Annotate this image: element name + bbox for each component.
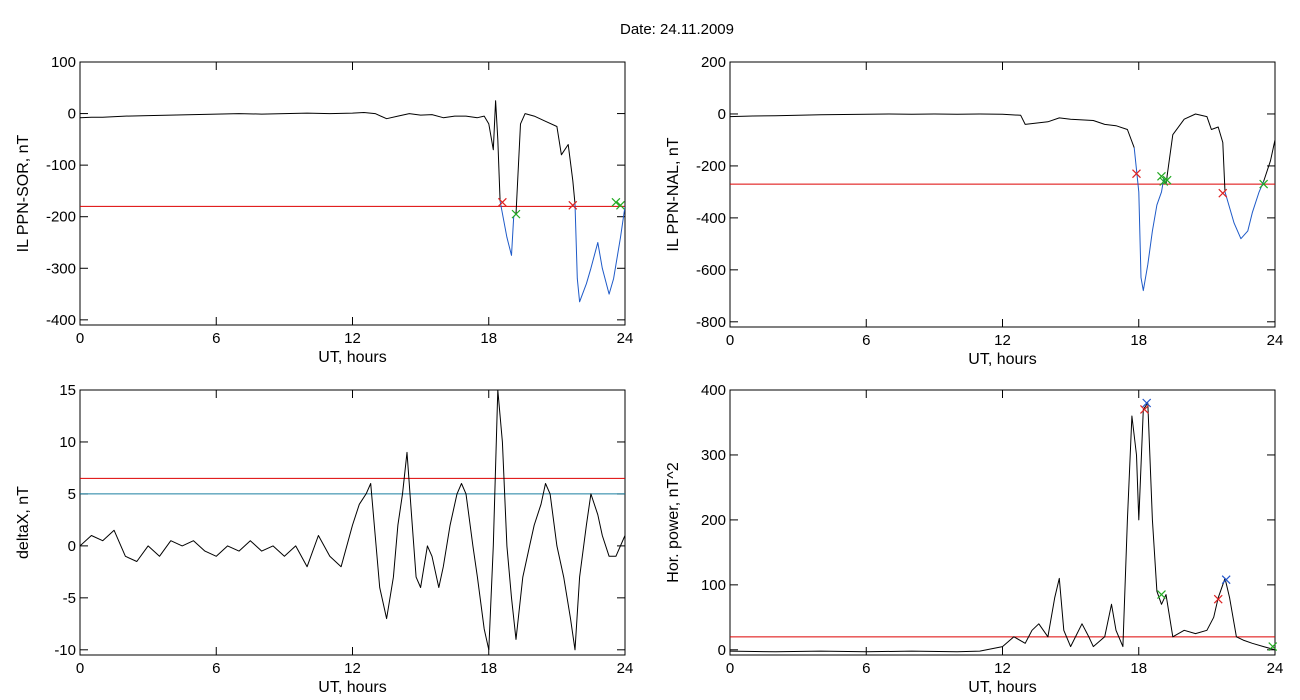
y-tick-label: 100 — [701, 577, 726, 594]
event-marker — [1218, 188, 1228, 198]
series-line — [515, 113, 576, 215]
series-line — [1263, 139, 1275, 182]
chart-ppn-sor: 0 6 12 18 24 -400 -300 -200 -100 0 100 UT, hours IL … — [15, 54, 633, 366]
y-tick-label: 400 — [701, 382, 726, 399]
series-line — [499, 201, 517, 256]
event-marker — [1140, 405, 1149, 414]
y-tick-label: -400 — [696, 210, 726, 227]
x-tick-label: 0 — [76, 330, 84, 347]
x-tick-label: 24 — [617, 660, 634, 677]
x-tick-label: 18 — [1130, 332, 1147, 349]
series-line — [80, 390, 625, 651]
x-tick-label: 24 — [1267, 660, 1284, 677]
event-marker — [497, 197, 507, 207]
plot-frame — [79, 61, 626, 326]
x-tick-label: 6 — [212, 330, 220, 347]
y-tick-label: -200 — [46, 209, 76, 226]
y-tick-label: -600 — [696, 262, 726, 279]
event-marker — [1142, 398, 1152, 408]
event-marker — [568, 200, 578, 210]
y-tick-label: 100 — [51, 54, 76, 71]
series-line — [1224, 181, 1265, 240]
x-tick-label: 0 — [726, 660, 734, 677]
x-tick-label: 18 — [480, 330, 497, 347]
series-line — [1133, 147, 1167, 292]
event-marker — [1157, 590, 1166, 600]
x-tick-label: 12 — [994, 660, 1011, 677]
series-line — [730, 402, 1275, 653]
y-tick-label: 0 — [68, 538, 76, 555]
x-tick-label: 6 — [212, 660, 220, 677]
x-tick-label: 18 — [480, 660, 497, 677]
plot-frame — [729, 389, 1276, 656]
y-tick-label: -10 — [54, 642, 76, 659]
event-marker — [1132, 169, 1141, 179]
y-tick-label: -5 — [63, 590, 76, 607]
x-tick-label: 0 — [726, 332, 734, 349]
x-tick-label: 24 — [617, 330, 634, 347]
series-line — [80, 100, 501, 202]
x-axis-title: UT, hours — [968, 351, 1036, 368]
event-marker — [1157, 171, 1166, 181]
y-tick-label: -100 — [46, 157, 76, 174]
plot-frame — [729, 61, 1276, 328]
y-tick-label: 15 — [59, 382, 76, 399]
series-line — [1165, 113, 1226, 192]
event-marker — [1213, 594, 1223, 604]
event-marker — [1162, 175, 1172, 185]
y-tick-label: -800 — [696, 314, 726, 331]
x-tick-label: 0 — [76, 660, 84, 677]
plot-frame — [79, 389, 626, 656]
y-axis-title: IL PPN-SOR, nT — [15, 134, 32, 252]
y-axis-title: Hor. power, nT^2 — [665, 462, 682, 583]
event-marker — [1259, 179, 1269, 189]
y-tick-label: -400 — [46, 312, 76, 329]
y-tick-label: 5 — [68, 486, 76, 503]
y-axis-title: IL PPN-NAL, nT — [665, 137, 682, 251]
x-tick-label: 12 — [344, 660, 361, 677]
event-marker — [1268, 642, 1278, 651]
y-tick-label: 200 — [701, 512, 726, 529]
y-axis-title: deltaX, nT — [15, 486, 32, 559]
y-tick-label: 10 — [59, 434, 76, 451]
x-tick-label: 12 — [344, 330, 361, 347]
chart-deltax: 0 6 12 18 24 -10 -5 0 5 10 15 UT, hours deltaX, nT — [15, 382, 633, 696]
series-line — [574, 203, 625, 303]
x-axis-title: UT, hours — [318, 679, 386, 696]
y-tick-label: 0 — [68, 106, 76, 123]
x-tick-label: 6 — [862, 660, 870, 677]
y-tick-label: 0 — [718, 642, 726, 659]
chart-ppn-nal: 0 6 12 18 24 -800 -600 -400 -200 0 200 UT, hours IL … — [665, 54, 1283, 368]
series-line — [730, 113, 1135, 148]
x-axis-title: UT, hours — [968, 679, 1036, 696]
y-tick-label: -200 — [696, 158, 726, 175]
event-marker — [1221, 575, 1231, 585]
event-marker — [611, 197, 621, 207]
y-tick-label: 300 — [701, 447, 726, 464]
x-tick-label: 18 — [1130, 660, 1147, 677]
y-tick-label: -300 — [46, 260, 76, 277]
figure-title: Date: 24.11.2009 — [620, 21, 734, 38]
x-axis-title: UT, hours — [318, 349, 386, 366]
x-tick-label: 6 — [862, 332, 870, 349]
y-tick-label: 200 — [701, 54, 726, 71]
x-tick-label: 24 — [1267, 332, 1284, 349]
y-tick-label: 0 — [718, 106, 726, 123]
x-tick-label: 12 — [994, 332, 1011, 349]
event-marker — [511, 209, 521, 219]
chart-hor-power: 0 6 12 18 24 0 100 200 300 400 UT, hours Hor. power… — [665, 382, 1283, 696]
event-marker — [616, 200, 625, 210]
